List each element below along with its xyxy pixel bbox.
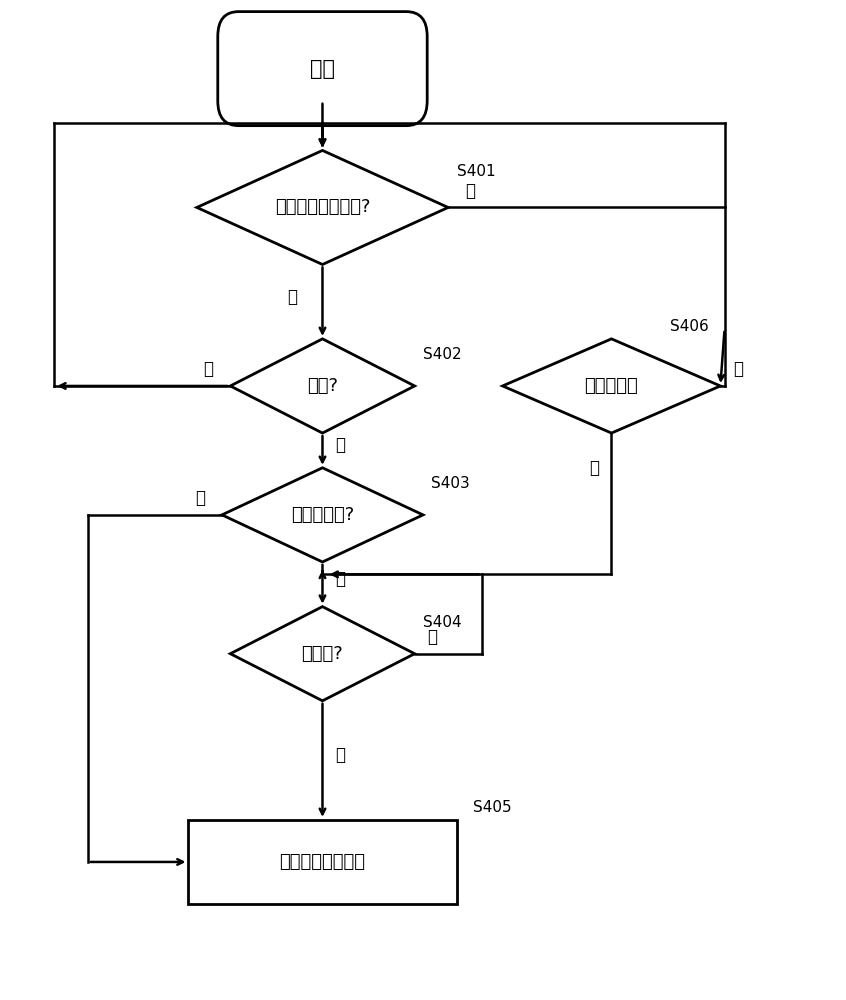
Bar	[189, 820, 457, 904]
Text: 开始: 开始	[310, 59, 335, 79]
Text: 是: 是	[288, 288, 297, 306]
Text: S403: S403	[431, 476, 470, 491]
Text: S406: S406	[670, 319, 709, 334]
Text: 是: 是	[335, 570, 345, 588]
Text: S401: S401	[457, 164, 495, 179]
Text: 是: 是	[204, 360, 213, 378]
Text: 否: 否	[335, 746, 345, 764]
Text: 由用户导致: 由用户导致	[585, 377, 639, 395]
Text: 一致?: 一致?	[307, 377, 338, 395]
Text: S405: S405	[473, 800, 512, 815]
Text: 否: 否	[195, 489, 206, 507]
Polygon shape	[503, 339, 721, 433]
Text: S402: S402	[423, 347, 462, 362]
Text: 更新内部权限信息: 更新内部权限信息	[279, 853, 365, 871]
Text: 接收外部权限信息?: 接收外部权限信息?	[275, 198, 371, 216]
Text: 否: 否	[733, 360, 743, 378]
Text: 是: 是	[427, 628, 437, 646]
Polygon shape	[222, 468, 423, 562]
Text: 否: 否	[465, 182, 475, 200]
Text: 是: 是	[589, 459, 599, 477]
Text: 行驶中?: 行驶中?	[302, 645, 343, 663]
Text: S404: S404	[423, 615, 462, 630]
Polygon shape	[230, 607, 415, 701]
Text: 否: 否	[335, 436, 345, 454]
Polygon shape	[197, 150, 448, 264]
Text: 无使用权限?: 无使用权限?	[291, 506, 354, 524]
FancyBboxPatch shape	[217, 12, 427, 126]
Polygon shape	[230, 339, 415, 433]
